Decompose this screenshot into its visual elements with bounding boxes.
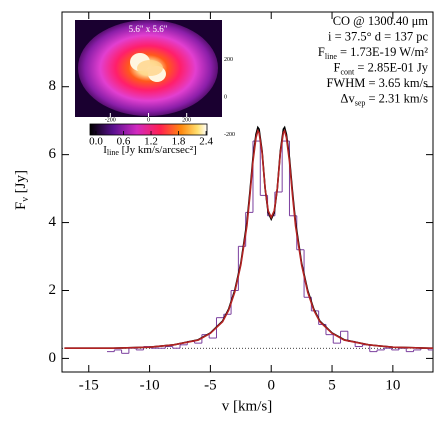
y-axis-label-rest: [Jy] — [13, 170, 29, 197]
colorbar-label: Iline [Jy km/s/arcsec²] — [103, 144, 197, 157]
colorbar-tick-label: 2.4 — [199, 136, 213, 148]
y-tick-label: 2 — [49, 282, 57, 298]
annotation-main: i = 37.5° d = 137 pc — [328, 29, 428, 43]
colorbar-tick-label: 1.8 — [172, 136, 186, 148]
x-axis-label: v [km/s] — [222, 398, 272, 414]
annotation-rest: = 2.31 km/s — [365, 91, 428, 105]
x-tick-label: 10 — [385, 377, 400, 393]
x-tick-label: -5 — [204, 377, 217, 393]
inset-x-tick-label: 200 — [182, 117, 191, 123]
y-tick-label: 8 — [49, 78, 57, 94]
colorbar-tick-label: 1.2 — [144, 136, 158, 148]
inset-image — [75, 20, 222, 117]
inset-y-tick-label: -200 — [224, 132, 235, 138]
y-axis-label-sub: ν — [20, 197, 31, 202]
annotation-main: CO @ 1300.40 μm — [333, 14, 429, 28]
annotation-rest: = 2.85E-01 Jy — [354, 60, 428, 74]
plot-frame — [61, 11, 434, 373]
annotation: Fline = 1.73E-19 W/m² — [318, 45, 428, 61]
model-line — [64, 129, 433, 350]
inset-y-tick-label: 0 — [224, 94, 227, 100]
annotation-sub: cont — [341, 67, 356, 76]
annotation: FWHM = 3.65 km/s — [326, 76, 428, 90]
annotation-main: FWHM = 3.65 km/s — [326, 76, 428, 90]
colorbar-label-main: I — [103, 144, 107, 156]
annotation: Δvsep = 2.31 km/s — [340, 91, 428, 107]
annotation: Fcont = 2.85E-01 Jy — [334, 60, 429, 76]
inset-x-tick-label: -200 — [105, 117, 116, 123]
annotation-main: Δv — [340, 91, 355, 105]
y-axis-label: Fν [Jy] — [13, 170, 31, 210]
annotation: CO @ 1300.40 μm — [333, 14, 429, 28]
inset-x-tick-label: 0 — [147, 117, 150, 123]
annotation: i = 37.5° d = 137 pc — [328, 29, 428, 43]
colorbar — [89, 123, 208, 136]
x-tick-label: -10 — [140, 377, 160, 393]
annotation-rest: = 1.73E-19 W/m² — [337, 45, 428, 59]
y-tick-label: 4 — [49, 214, 57, 230]
colorbar-label-rest: [Jy km/s/arcsec²] — [119, 144, 197, 156]
colorbar-tick-label: 0.0 — [89, 136, 103, 148]
annotation-main: F — [334, 60, 341, 74]
y-tick-label: 0 — [49, 350, 57, 366]
model-line — [64, 125, 433, 350]
colorbar-tick-label: 0.6 — [117, 136, 131, 148]
x-tick-label: 5 — [328, 377, 336, 393]
inset-title: 5.6" x 5.6" — [129, 24, 168, 34]
colorbar-label-sub: line — [107, 148, 119, 157]
inset-y-tick-label: 200 — [224, 57, 233, 63]
annotation-sub: sep — [355, 98, 366, 107]
x-tick-label: 0 — [267, 377, 275, 393]
plot-area — [62, 125, 433, 354]
x-tick-label: -15 — [79, 377, 99, 393]
annotation-main: F — [318, 45, 325, 59]
y-axis-label-main: F — [13, 202, 29, 210]
annotation-sub: line — [325, 52, 337, 61]
y-tick-label: 6 — [49, 146, 57, 162]
